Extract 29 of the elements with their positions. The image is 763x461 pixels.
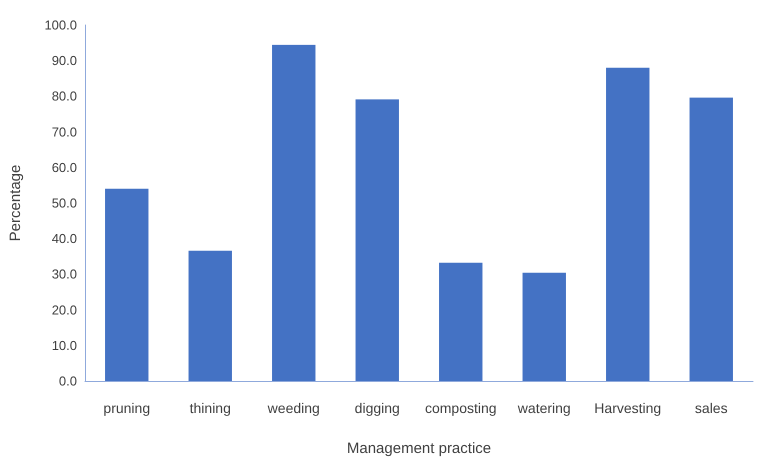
- y-tick-label: 10.0: [52, 338, 77, 353]
- bar: [690, 98, 733, 381]
- bar: [439, 262, 482, 381]
- y-tick-label: 90.0: [52, 53, 77, 68]
- bar: [606, 68, 650, 381]
- x-tick-label: weeding: [266, 400, 320, 416]
- y-tick-label: 100.0: [44, 18, 77, 32]
- bar: [272, 44, 316, 381]
- y-tick-label: 70.0: [52, 124, 77, 140]
- x-tick-label: watering: [516, 400, 571, 416]
- x-tick-label: Harvesting: [594, 400, 662, 416]
- y-tick-label: 30.0: [52, 266, 77, 282]
- bar: [105, 188, 148, 381]
- bar: [522, 272, 566, 381]
- bar: [188, 250, 232, 381]
- y-tick-label: 60.0: [52, 160, 77, 175]
- bar: [356, 99, 399, 381]
- y-tick-label: 80.0: [52, 88, 77, 104]
- x-tick-label: pruning: [103, 400, 150, 416]
- y-axis-title: Percentage: [7, 164, 24, 242]
- x-tick-label: composting: [424, 400, 497, 416]
- x-tick-label: digging: [354, 400, 400, 416]
- x-tick-label: sales: [694, 400, 728, 416]
- x-axis-title: Management practice: [346, 440, 492, 457]
- y-tick-label: 20.0: [52, 302, 77, 318]
- x-tick-label: thining: [190, 400, 231, 416]
- y-tick-label: 0.0: [58, 374, 77, 388]
- y-tick-label: 50.0: [52, 196, 77, 210]
- y-tick-label: 40.0: [52, 231, 77, 246]
